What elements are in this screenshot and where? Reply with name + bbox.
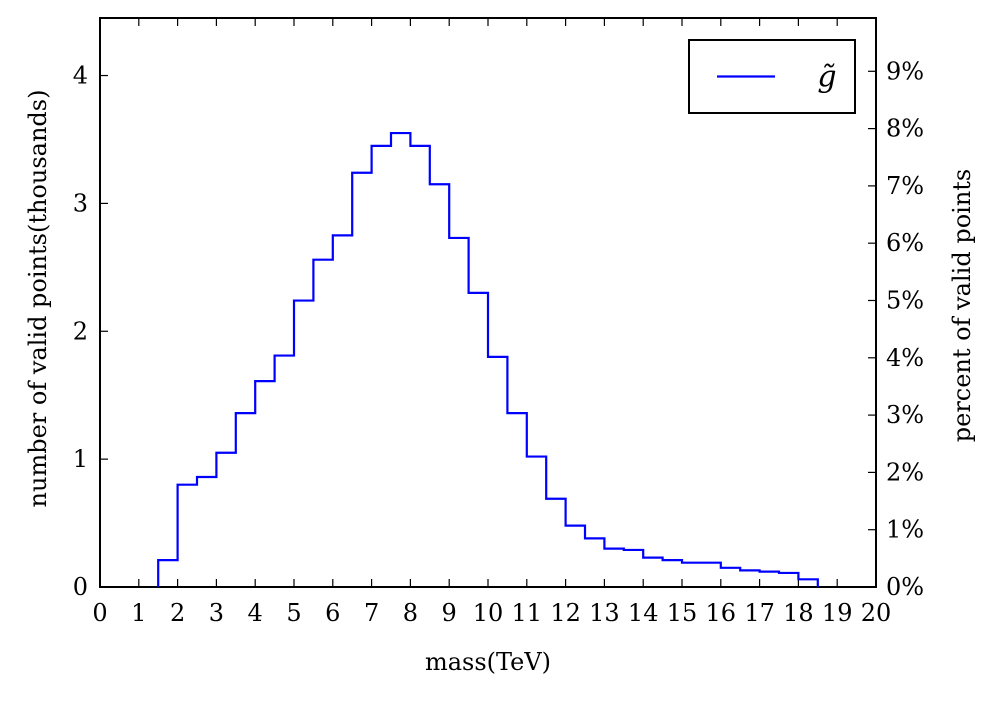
y-tick-label: 3 [73,189,88,217]
y2-axis-title: percent of valid points [948,169,976,443]
x-tick-label: 9 [442,599,457,627]
y2-tick-label: 7% [886,172,924,200]
x-tick-label: 2 [170,599,185,627]
series-layer [157,131,819,587]
legend: g̃ [688,39,856,114]
x-tick-label: 4 [248,599,263,627]
legend-label: g̃ [817,60,836,95]
axis-ticks: 0 1 2 3 4 5 6 7 8 9 10 11 12 13 14 15 16 17 18 19 20012340%1… [73,18,924,627]
histogram-series-line [157,131,819,587]
y-axis-title: number of valid points(thousands) [24,90,52,508]
y2-tick-label: 2% [886,458,924,486]
x-tick-label: 13 [589,599,620,627]
x-tick-label: 19 [822,599,853,627]
x-tick-label: 5 [286,599,301,627]
x-tick-label: 6 [325,599,340,627]
x-tick-label: 1 [131,599,146,627]
x-tick-label: 0 [92,599,107,627]
y2-tick-label: 3% [886,401,924,429]
x-tick-label: 20 [861,599,892,627]
y2-tick-label: 1% [886,516,924,544]
x-tick-label: 7 [364,599,379,627]
y-tick-label: 1 [73,445,88,473]
x-tick-label: 15 [667,599,698,627]
x-axis-title: mass(TeV) [425,648,551,676]
y2-tick-label: 5% [886,286,924,314]
y2-tick-label: 6% [886,229,924,257]
x-tick-label: 3 [209,599,224,627]
y2-tick-label: 9% [886,57,924,85]
y2-tick-label: 0% [886,573,924,601]
x-tick-label: 14 [628,599,659,627]
x-tick-label: 11 [512,599,543,627]
x-tick-label: 8 [403,599,418,627]
y-tick-label: 2 [73,317,88,345]
y2-tick-label: 4% [886,344,924,372]
x-tick-label: 17 [744,599,775,627]
x-tick-label: 10 [473,599,504,627]
x-tick-label: 16 [706,599,737,627]
y-tick-label: 4 [73,62,88,90]
x-tick-label: 12 [550,599,581,627]
x-tick-label: 18 [783,599,814,627]
y2-tick-label: 8% [886,115,924,143]
y-tick-label: 0 [73,573,88,601]
